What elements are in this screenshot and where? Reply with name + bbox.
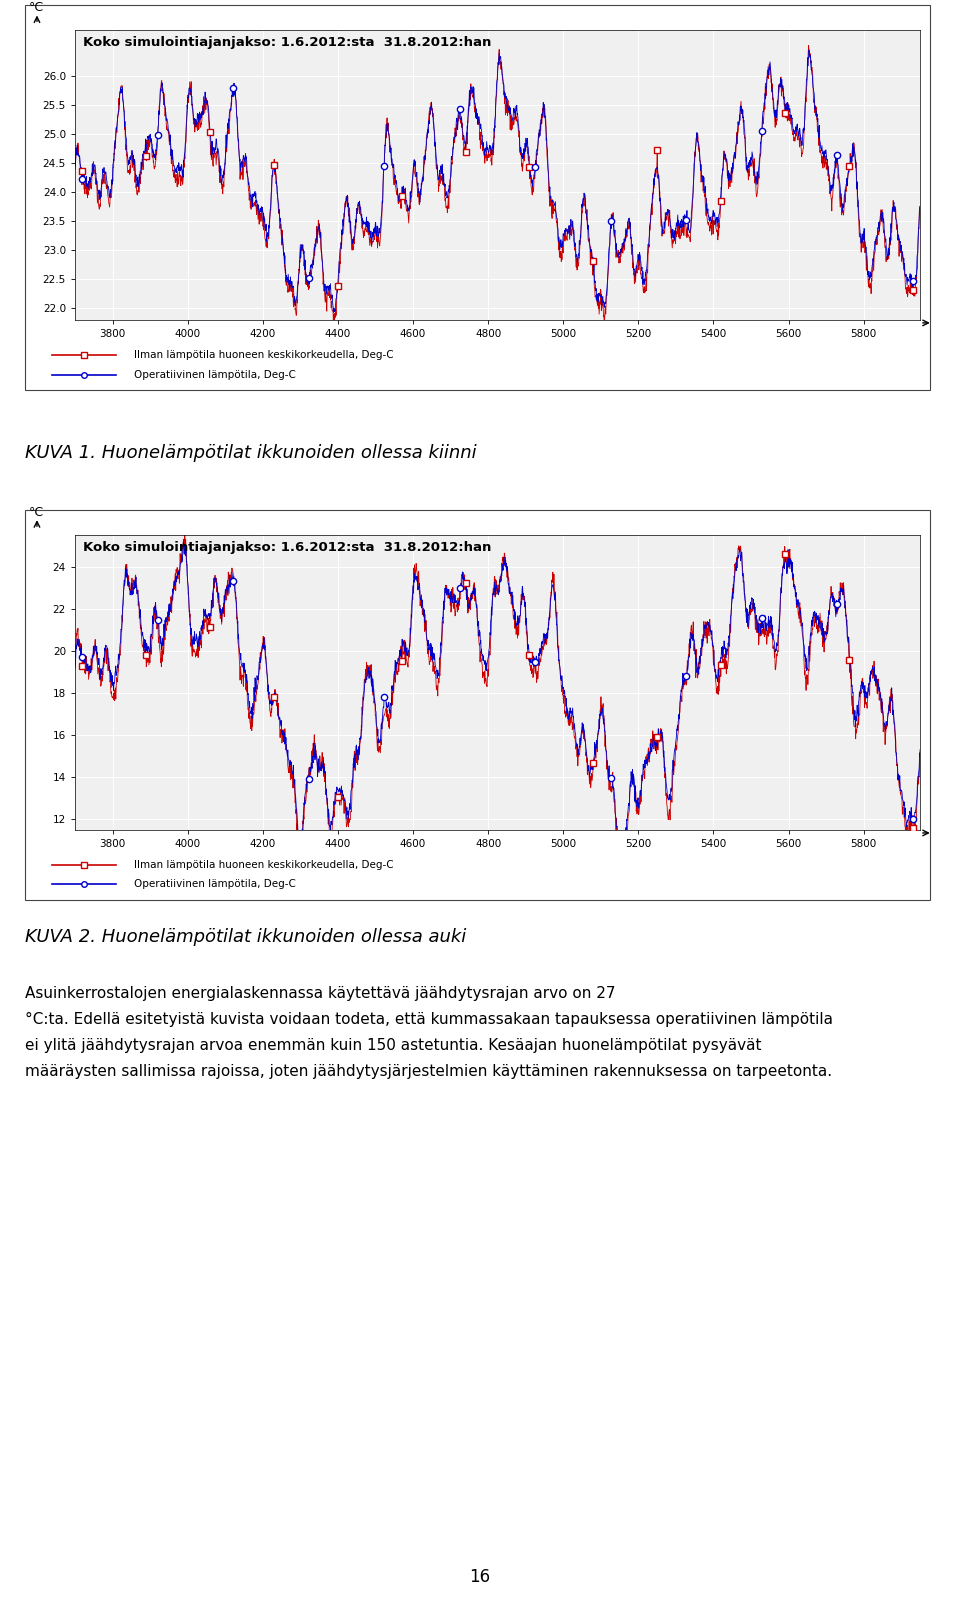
Text: KUVA 1. Huonelämpötilat ikkunoiden ollessa kiinni: KUVA 1. Huonelämpötilat ikkunoiden olles… [25,444,476,462]
Text: Asuinkerrostalojen energialaskennassa käytettävä jäähdytysrajan arvo on 27
°C:ta: Asuinkerrostalojen energialaskennassa kä… [25,986,833,1079]
Text: Operatiivinen lämpötila, Deg-C: Operatiivinen lämpötila, Deg-C [133,370,296,380]
Text: Koko simulointiajanjakso: 1.6.2012:sta  31.8.2012:han: Koko simulointiajanjakso: 1.6.2012:sta 3… [84,35,492,48]
Text: °C: °C [29,2,43,14]
Text: Operatiivinen lämpötila, Deg-C: Operatiivinen lämpötila, Deg-C [133,880,296,890]
Text: Koko simulointiajanjakso: 1.6.2012:sta  31.8.2012:han: Koko simulointiajanjakso: 1.6.2012:sta 3… [84,540,492,555]
Text: 16: 16 [469,1568,491,1585]
Text: Ilman lämpötila huoneen keskikorkeudella, Deg-C: Ilman lämpötila huoneen keskikorkeudella… [133,351,394,361]
Text: °C: °C [29,507,43,519]
Text: Ilman lämpötila huoneen keskikorkeudella, Deg-C: Ilman lämpötila huoneen keskikorkeudella… [133,859,394,870]
Text: KUVA 2. Huonelämpötilat ikkunoiden ollessa auki: KUVA 2. Huonelämpötilat ikkunoiden olles… [25,928,467,946]
